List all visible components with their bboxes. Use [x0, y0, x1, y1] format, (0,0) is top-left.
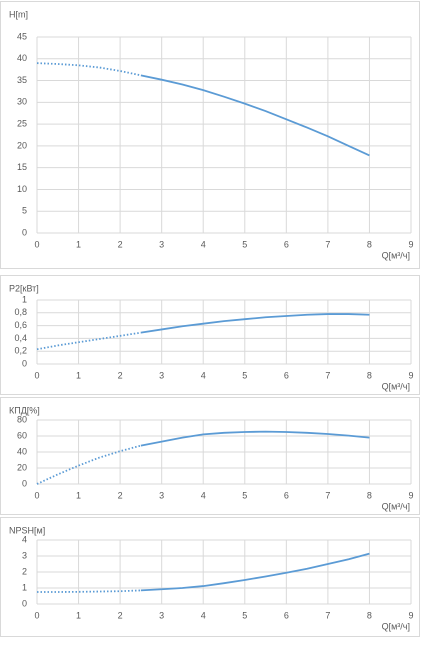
x-tick-label: 6 [284, 610, 289, 620]
x-tick-label: 5 [242, 370, 247, 380]
y-tick-label: 40 [17, 53, 27, 63]
y-axis-title: КПД[%] [9, 405, 40, 415]
x-tick-label: 4 [201, 490, 206, 500]
y-tick-label: 1 [22, 582, 27, 592]
x-tick-label: 7 [325, 490, 330, 500]
x-tick-label: 2 [118, 239, 123, 249]
x-tick-label: 2 [118, 490, 123, 500]
x-tick-label: 1 [76, 610, 81, 620]
x-tick-label: 4 [201, 370, 206, 380]
curve [140, 430, 370, 447]
x-tick-label: 0 [34, 610, 39, 620]
x-tick-label: 5 [242, 239, 247, 249]
x-tick-label: 9 [408, 610, 413, 620]
curve [140, 74, 370, 157]
y-tick-label: 15 [17, 162, 27, 172]
x-tick-label: 1 [76, 239, 81, 249]
x-tick-label: 1 [76, 490, 81, 500]
curve [140, 552, 370, 592]
x-axis-title: Q[м³/ч] [382, 501, 410, 511]
x-tick-label: 7 [325, 239, 330, 249]
x-tick-label: 5 [242, 490, 247, 500]
x-tick-label: 9 [408, 490, 413, 500]
x-tick-label: 2 [118, 610, 123, 620]
y-tick-label: 60 [17, 430, 27, 440]
x-tick-label: 0 [34, 239, 39, 249]
x-tick-label: 8 [367, 610, 372, 620]
y-tick-label: 0 [22, 478, 27, 488]
x-tick-label: 4 [201, 239, 206, 249]
x-tick-label: 9 [408, 239, 413, 249]
y-tick-label: 3 [22, 550, 27, 560]
x-axis-title: Q[м³/ч] [382, 250, 410, 260]
x-tick-label: 7 [325, 610, 330, 620]
y-tick-label: 0,2 [14, 346, 27, 356]
x-tick-label: 3 [159, 239, 164, 249]
y-tick-label: 30 [17, 97, 27, 107]
x-tick-label: 6 [284, 490, 289, 500]
y-tick-label: 80 [17, 414, 27, 424]
y-tick-label: 35 [17, 75, 27, 85]
y-tick-label: 0,4 [14, 333, 27, 343]
x-tick-label: 0 [34, 490, 39, 500]
x-tick-label: 2 [118, 370, 123, 380]
y-tick-label: 0 [22, 598, 27, 608]
x-tick-label: 1 [76, 370, 81, 380]
x-axis-title: Q[м³/ч] [382, 381, 410, 391]
y-tick-label: 45 [17, 31, 27, 41]
x-tick-label: 8 [367, 370, 372, 380]
y-tick-label: 25 [17, 118, 27, 128]
y-tick-label: 20 [17, 462, 27, 472]
y-axis-title: P2[кВт] [9, 283, 39, 293]
x-axis-title: Q[м³/ч] [382, 621, 410, 631]
y-tick-label: 0,8 [14, 307, 27, 317]
panel-border [0, 1, 420, 269]
x-tick-label: 6 [284, 239, 289, 249]
y-tick-label: 0 [22, 358, 27, 368]
x-tick-label: 3 [159, 490, 164, 500]
x-tick-label: 0 [34, 370, 39, 380]
x-tick-label: 5 [242, 610, 247, 620]
y-tick-label: 4 [22, 534, 27, 544]
y-tick-label: 20 [17, 140, 27, 150]
y-tick-label: 40 [17, 446, 27, 456]
y-tick-label: 0,6 [14, 320, 27, 330]
x-tick-label: 7 [325, 370, 330, 380]
x-tick-label: 3 [159, 370, 164, 380]
y-tick-label: 10 [17, 184, 27, 194]
x-tick-label: 8 [367, 239, 372, 249]
y-tick-label: 2 [22, 566, 27, 576]
y-tick-label: 0 [22, 227, 27, 237]
y-axis-title: NPSH[м] [9, 525, 45, 535]
panel-border [0, 517, 420, 637]
curve [36, 331, 142, 351]
y-tick-label: 1 [22, 294, 27, 304]
x-tick-label: 6 [284, 370, 289, 380]
curve [140, 313, 370, 334]
panel-border [0, 397, 420, 515]
panel-border [0, 275, 420, 395]
x-tick-label: 9 [408, 370, 413, 380]
y-tick-label: 5 [22, 206, 27, 216]
y-axis-title: H[m] [9, 9, 28, 19]
x-tick-label: 8 [367, 490, 372, 500]
x-tick-label: 3 [159, 610, 164, 620]
curve [36, 444, 142, 485]
x-tick-label: 4 [201, 610, 206, 620]
